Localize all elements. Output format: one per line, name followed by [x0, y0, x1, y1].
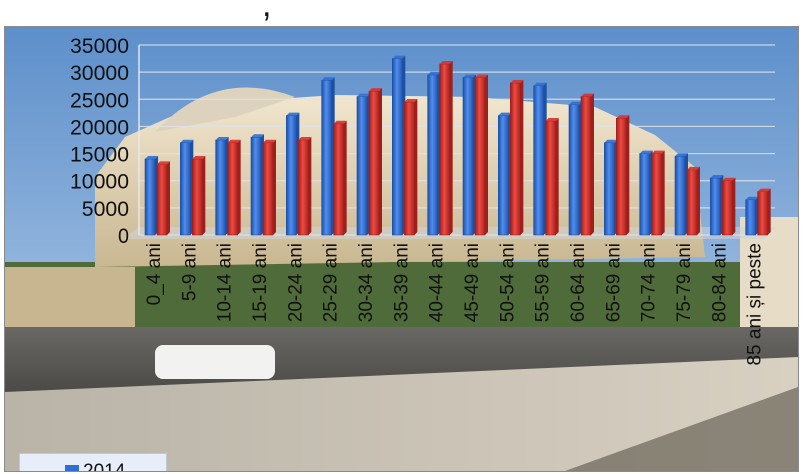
x-axis-ticks: 0_4 ani 5-9 ani 10-14 ani 15-19 ani 20-24 an… [144, 243, 766, 366]
x-tick-label: 55-59 ani [533, 243, 554, 322]
pavement [5, 357, 798, 471]
y-tick-label: 25000 [70, 89, 129, 112]
x-tick-label: 50-54 ani [497, 243, 518, 322]
y-tick-label: 30000 [70, 62, 129, 85]
x-tick-label: 45-49 ani [462, 243, 483, 322]
bar-2014 [674, 153, 688, 236]
bar-series-2 [616, 115, 630, 236]
bar-2014 [392, 55, 406, 236]
bar-2014 [215, 137, 229, 236]
title-band: , [0, 0, 805, 26]
x-tick-label: 40-44 ani [427, 243, 448, 322]
x-tick-label: 30-34 ani [356, 243, 377, 322]
bar-series-2 [333, 120, 347, 236]
x-tick-label: 75-79 ani [674, 243, 695, 322]
x-tick-label: 35-39 ani [391, 243, 412, 322]
x-tick-label: 60-64 ani [568, 243, 589, 322]
bar-2014 [533, 82, 547, 236]
shadow [565, 387, 798, 471]
bar-2014 [427, 71, 441, 236]
y-tick-label: 35000 [70, 35, 129, 58]
legend-swatch-2014 [65, 465, 79, 471]
bar-2014 [286, 112, 300, 236]
bar-series-2 [474, 74, 488, 236]
bar-series-2 [545, 118, 559, 236]
bar-series-2 [156, 161, 170, 236]
x-tick-label: 70-74 ani [639, 243, 660, 322]
bar-series-2 [227, 139, 241, 236]
bar-2014 [462, 74, 476, 236]
x-tick-label: 20-24 ani [285, 243, 306, 322]
x-tick-label: 25-29 ani [321, 243, 342, 322]
bar-series-2 [262, 139, 276, 236]
x-tick-label: 80-84 ani [709, 243, 730, 322]
x-tick-label: 65-69 ani [603, 243, 624, 322]
bar-series-2 [651, 150, 665, 236]
dome [155, 87, 295, 132]
bar-2014 [250, 134, 264, 236]
bar-series-2 [722, 177, 736, 236]
bar-series-2 [368, 88, 382, 236]
bar-2014 [745, 196, 759, 236]
chart-gridlines [138, 44, 775, 236]
bar-series-2 [298, 137, 312, 236]
bar-2014 [356, 93, 370, 236]
x-tick-label: 15-19 ani [250, 243, 271, 322]
bar-2014 [639, 150, 653, 236]
bar-2014 [710, 175, 724, 236]
bar-series-2 [404, 99, 418, 236]
chart-bars [144, 55, 771, 236]
chart: 0 5000 10000 15000 20000 25000 30000 35000 0_4 … [5, 27, 798, 471]
x-tick-label: 5-9 ani [179, 243, 200, 301]
bar-series-2 [192, 156, 206, 236]
trees [5, 262, 798, 332]
y-tick-label: 0 [118, 225, 129, 248]
bar-2014 [144, 156, 158, 236]
y-tick-label: 10000 [70, 171, 129, 194]
background-photo: 0 5000 10000 15000 20000 25000 30000 35000 0_4 … [4, 26, 799, 472]
bar-series-2 [686, 166, 700, 236]
x-tick-label: 0_4 ani [144, 243, 165, 305]
bar-series-2 [510, 80, 524, 236]
bar-2014 [498, 112, 512, 236]
bar-series-2 [439, 61, 453, 236]
bar-series-2 [580, 93, 594, 236]
bar-2014 [321, 77, 335, 236]
legend: 2014 [19, 453, 167, 472]
legend-label-2014: 2014 [83, 461, 126, 472]
y-tick-label: 20000 [70, 116, 129, 139]
bar-series-2 [757, 188, 771, 236]
bar-2014 [568, 101, 582, 236]
y-axis-ticks: 0 5000 10000 15000 20000 25000 30000 35000 [70, 35, 129, 248]
taxi-car [155, 345, 275, 379]
x-tick-label: 85 ani și peste [745, 243, 766, 366]
bar-2014 [180, 139, 194, 236]
y-tick-label: 5000 [82, 198, 129, 221]
y-tick-label: 15000 [70, 144, 129, 167]
cropped-title-text: , [262, 0, 272, 24]
bar-2014 [604, 139, 618, 236]
x-tick-label: 10-14 ani [215, 243, 236, 322]
